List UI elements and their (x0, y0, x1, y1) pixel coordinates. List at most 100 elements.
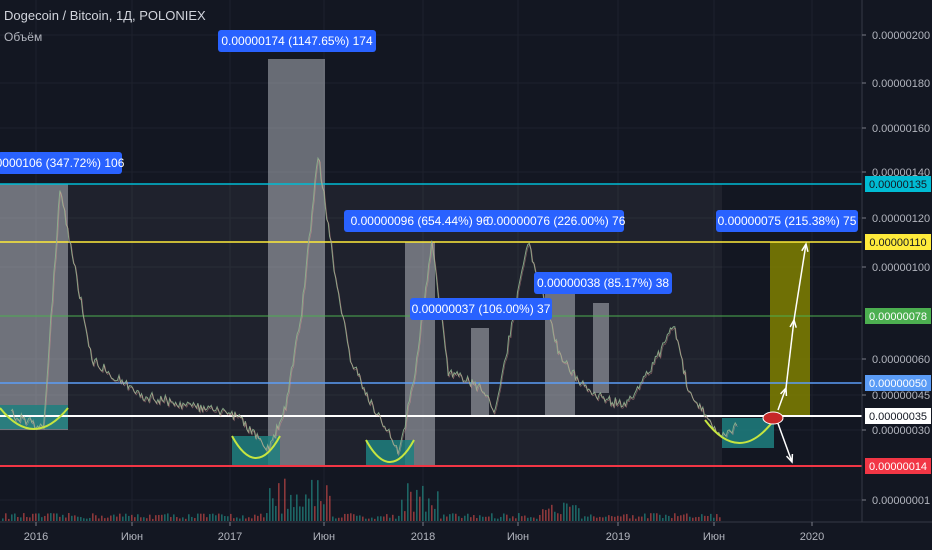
volume-bar (314, 506, 316, 521)
volume-bar (398, 515, 400, 521)
price-label-box (865, 308, 931, 324)
volume-bar (203, 513, 205, 521)
volume-bar (401, 499, 403, 521)
volume-bar (572, 505, 574, 521)
volume-bar (497, 518, 499, 521)
volume-bar (659, 514, 661, 521)
volume-bar (173, 514, 175, 521)
price-label-box (865, 176, 931, 192)
volume-bar (143, 517, 145, 521)
volume-bar (452, 513, 454, 521)
volume-bar (668, 515, 670, 521)
highlight-box (405, 242, 435, 466)
bowl-arc (365, 439, 415, 463)
volume-bar (536, 518, 538, 521)
volume-bar (134, 517, 136, 521)
volume-bar (11, 514, 13, 521)
volume-bar (593, 516, 595, 521)
volume-bar (161, 514, 163, 521)
volume-bar (524, 515, 526, 521)
volume-bar (575, 505, 577, 521)
annotation-bubble (716, 210, 858, 232)
price-label: 0.00000110 (869, 237, 926, 249)
volume-bar (95, 515, 97, 521)
x-tick-label: 2017 (218, 531, 242, 543)
volume-bar (23, 513, 25, 521)
volume-bar (284, 478, 286, 521)
volume-bar (494, 518, 496, 521)
volume-bar (209, 514, 211, 521)
volume-bar (68, 513, 70, 521)
volume-bar (308, 498, 310, 521)
bowl-arc (231, 435, 281, 459)
volume-bar (125, 513, 127, 521)
volume-bar (602, 517, 604, 521)
y-tick-label: 0.00000045 (872, 390, 930, 402)
volume-bar (599, 516, 601, 521)
x-tick-label: 2020 (800, 531, 824, 543)
volume-bar (2, 518, 4, 521)
annotation-bubble (534, 272, 672, 294)
volume-bar (422, 485, 424, 521)
volume-bar (239, 518, 241, 521)
volume-bar (212, 513, 214, 521)
volume-bar (299, 506, 301, 521)
volume-bar (350, 513, 352, 521)
volume-bar (473, 515, 475, 521)
y-tick-label: 0.00000120 (872, 213, 930, 225)
volume-bar (251, 518, 253, 521)
volume-bar (476, 518, 478, 521)
volume-bar (50, 513, 52, 521)
volume-bar (512, 516, 514, 521)
bowl-arc (0, 407, 69, 430)
volume-bar (641, 516, 643, 521)
volume-bar (29, 517, 31, 521)
volume-bar (710, 513, 712, 521)
volume-bar (671, 518, 673, 521)
volume-bar (236, 517, 238, 521)
volume-bar (542, 509, 544, 521)
volume-bar (338, 517, 340, 521)
annotation-label: 0.00000037 (106.00%) 37 (412, 302, 551, 316)
y-tick-label: 0.00000030 (872, 425, 930, 437)
volume-bar (287, 508, 289, 521)
volume-bar (413, 511, 415, 521)
volume-bar (296, 494, 298, 521)
volume-bar (686, 513, 688, 521)
volume-bar (113, 514, 115, 521)
volume-bar (272, 498, 274, 521)
volume-bar (374, 518, 376, 521)
volume-bar (464, 515, 466, 521)
projection-box (770, 242, 810, 416)
y-tick-label: 0.00000001 (872, 495, 930, 507)
annotation-label: 0.00000075 (215.38%) 75 (718, 214, 857, 228)
volume-bar (629, 518, 631, 521)
volume-bar (218, 513, 220, 521)
x-tick-label: 2019 (606, 531, 630, 543)
volume-bar (323, 504, 325, 521)
volume-bar (101, 515, 103, 521)
volume-bar (230, 513, 232, 521)
volume-bar (491, 513, 493, 521)
volume-bar (626, 514, 628, 521)
volume-bar (35, 513, 37, 521)
volume-bar (152, 518, 154, 521)
annotation-label: 0.00000096 (654.44%) 96 (351, 214, 490, 228)
volume-bar (146, 518, 148, 521)
annotation-bubble (488, 210, 624, 232)
volume-bar (638, 516, 640, 521)
volume-bar (434, 508, 436, 521)
annotation-bubble (218, 30, 376, 52)
volume-bar (587, 516, 589, 521)
volume-bar (200, 513, 202, 521)
volume-bar (227, 516, 229, 521)
volume-bar (83, 518, 85, 521)
volume-bar (419, 496, 421, 521)
volume-bar (689, 516, 691, 521)
volume-bar (332, 516, 334, 521)
volume-bar (137, 514, 139, 521)
highlight-box (268, 59, 325, 466)
price-label-box (865, 375, 931, 391)
volume-bar (155, 515, 157, 521)
